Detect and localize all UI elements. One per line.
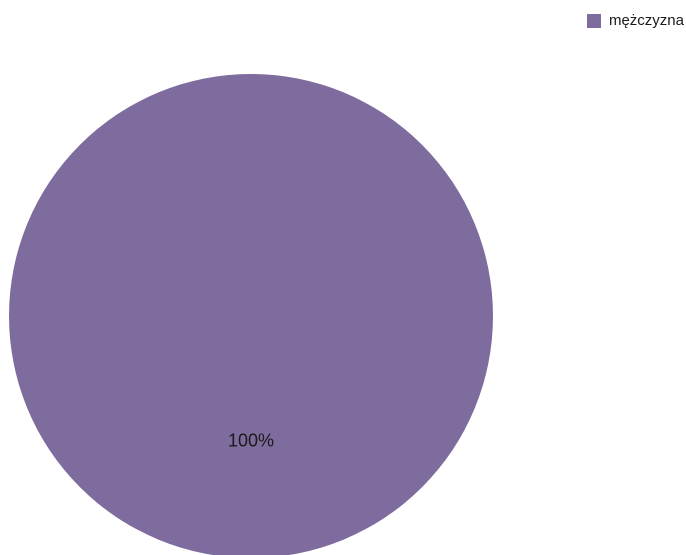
pie-slice-label-0: 100% xyxy=(228,431,274,451)
pie-labels: 100% xyxy=(228,431,274,451)
pie-slice-0 xyxy=(9,74,493,555)
pie-slices xyxy=(9,74,493,555)
legend-label: mężczyzna xyxy=(608,12,684,29)
legend-item: mężczyzna xyxy=(586,12,684,30)
legend-swatch xyxy=(586,14,601,28)
chart-legend: mężczyzna xyxy=(586,12,684,30)
